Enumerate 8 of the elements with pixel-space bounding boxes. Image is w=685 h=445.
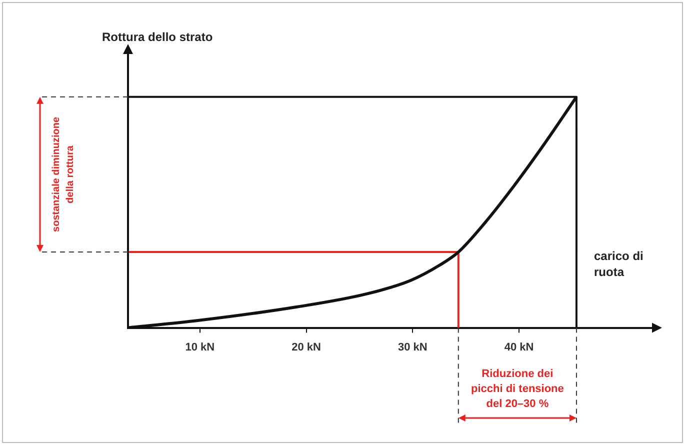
x-tick-label: 40 kN	[504, 341, 534, 354]
text: sostanziale diminuzione della rottura	[50, 116, 76, 232]
x-axis-title: carico di ruota	[594, 248, 644, 279]
x-tick-label: 30 kN	[398, 341, 428, 354]
x-tick-label: 20 kN	[292, 341, 322, 354]
text: Riduzione dei picchi di tensione del 20–30 %	[470, 368, 564, 410]
y-axis-title: Rottura dello strato	[102, 30, 213, 44]
x-tick-label: 10 kN	[185, 341, 215, 354]
